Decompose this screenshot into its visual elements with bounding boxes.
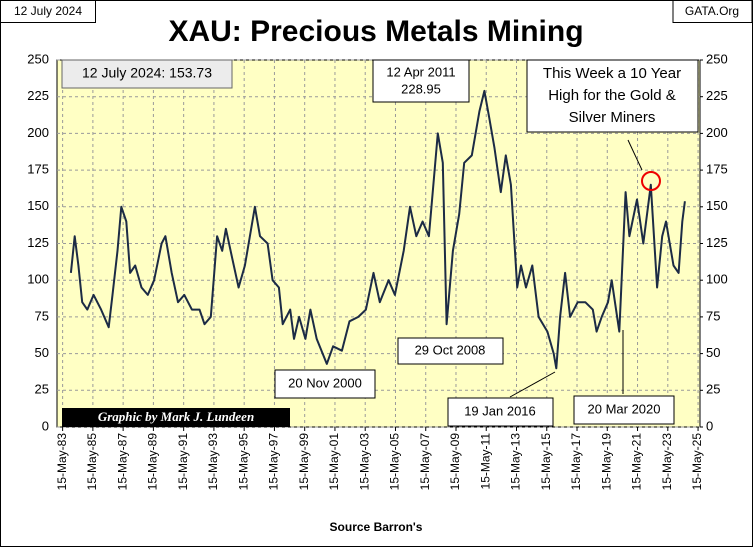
low2016-label: 19 Jan 2016 — [464, 403, 536, 418]
x-tick-label: 15-May-21 — [630, 433, 644, 491]
x-tick-label: 15-May-25 — [690, 433, 704, 491]
y2-tick-label: 175 — [706, 162, 728, 177]
y-tick-label: 150 — [27, 198, 49, 213]
y-tick-label: 75 — [35, 308, 49, 323]
x-tick-label: 15-May-03 — [357, 433, 371, 491]
y-tick-label: 250 — [27, 51, 49, 66]
x-tick-label: 15-May-99 — [297, 433, 311, 491]
low2000-label: 20 Nov 2000 — [288, 375, 362, 390]
high-box — [526, 59, 699, 133]
x-tick-label: 15-May-07 — [418, 433, 432, 491]
y2-tick-label: 225 — [706, 88, 728, 103]
x-tick-label: 15-May-83 — [55, 433, 69, 491]
x-tick-label: 15-May-85 — [85, 433, 99, 491]
x-tick-label: 15-May-23 — [660, 433, 674, 491]
y2-tick-label: 75 — [706, 308, 720, 323]
peak-label: 228.95 — [401, 81, 441, 96]
credit-label: Graphic by Mark J. Lundeen — [98, 409, 254, 424]
peak-label: 12 Apr 2011 — [386, 64, 455, 79]
y-tick-label: 100 — [27, 272, 49, 287]
x-tick-label: 15-May-89 — [146, 433, 160, 491]
y2-tick-label: 50 — [706, 345, 720, 360]
y2-tick-label: 25 — [706, 382, 720, 397]
date-label: 12 July 2024 — [14, 4, 82, 18]
x-axis-label: Source Barron's — [330, 520, 423, 534]
y-tick-label: 200 — [27, 125, 49, 140]
peak-box — [372, 59, 470, 103]
x-tick-label: 15-May-97 — [267, 433, 281, 491]
x-tick-label: 15-May-11 — [478, 433, 492, 490]
x-tick-label: 15-May-17 — [569, 433, 583, 491]
x-tick-label: 15-May-91 — [176, 433, 190, 491]
x-tick-label: 15-May-13 — [509, 433, 523, 491]
y-tick-label: 50 — [35, 345, 49, 360]
y-tick-label: 125 — [27, 235, 49, 250]
latest-box — [61, 59, 233, 89]
credit-banner — [62, 408, 290, 427]
low2008-box — [397, 337, 504, 365]
y2-tick-label: 250 — [706, 51, 728, 66]
y-tick-label: 225 — [27, 88, 49, 103]
low2000-box — [274, 369, 376, 399]
arrow — [509, 371, 556, 398]
highlight-circle — [641, 171, 661, 191]
latest-label: 12 July 2024: 153.73 — [82, 65, 212, 81]
arrow — [627, 139, 643, 171]
source-box — [672, 0, 753, 23]
high-label: Silver Miners — [569, 109, 656, 126]
y2-tick-label: 100 — [706, 272, 728, 287]
y2-tick-label: 125 — [706, 235, 728, 250]
low2016-box — [447, 397, 554, 427]
x-tick-label: 15-May-93 — [206, 433, 220, 491]
high-label: High for the Gold & — [548, 87, 676, 104]
x-tick-label: 15-May-95 — [236, 433, 250, 491]
x-tick-label: 15-May-87 — [115, 433, 129, 491]
low2020-label: 20 Mar 2020 — [588, 401, 661, 416]
y2-tick-label: 200 — [706, 125, 728, 140]
x-tick-label: 15-May-15 — [539, 433, 553, 491]
chart-title: XAU: Precious Metals Mining — [168, 15, 583, 48]
x-tick-label: 15-May-19 — [599, 433, 613, 491]
date-box — [0, 0, 96, 23]
y-tick-label: 25 — [35, 382, 49, 397]
y-tick-label: 0 — [42, 418, 49, 433]
high-label: This Week a 10 Year — [543, 65, 681, 82]
low2008-label: 29 Oct 2008 — [415, 342, 486, 357]
source-label: GATA.Org — [685, 4, 739, 18]
x-tick-label: 15-May-05 — [388, 433, 402, 491]
y2-tick-label: 150 — [706, 198, 728, 213]
x-tick-label: 15-May-09 — [448, 433, 462, 491]
data-line — [69, 89, 686, 370]
y-tick-label: 175 — [27, 162, 49, 177]
y2-tick-label: 0 — [706, 418, 713, 433]
x-tick-label: 15-May-01 — [327, 433, 341, 491]
low2020-box — [573, 395, 675, 425]
